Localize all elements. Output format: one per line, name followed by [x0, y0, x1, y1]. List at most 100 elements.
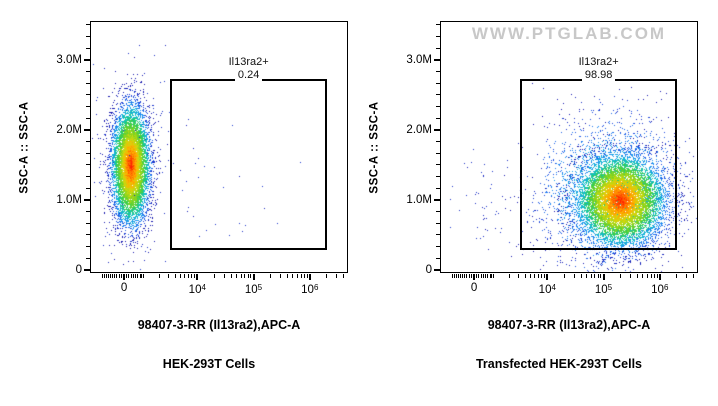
x-tick-minor [191, 274, 193, 278]
x-tick-minor [485, 274, 487, 278]
x-tick-minor [247, 274, 249, 278]
x-tick-minor [194, 274, 196, 278]
x-tick-label: 105 [594, 283, 613, 296]
y-tick-label: 3.0M [406, 53, 432, 66]
x-tick-minor [130, 274, 132, 278]
x-tick-minor [125, 274, 127, 278]
x-tick-minor [580, 274, 582, 278]
x-tick-minor [636, 274, 638, 278]
x-tick-minor [103, 274, 105, 278]
gate-name: Il13ra2+ [575, 55, 622, 69]
y-tick-minor [86, 106, 90, 108]
plot-caption: Transfected HEK-293T Cells [475, 357, 643, 371]
y-tick-minor [436, 257, 440, 259]
x-tick-minor [597, 274, 599, 278]
x-axis-label: 98407-3-RR (Il13ra2),APC-A [487, 318, 651, 332]
density-scatter-canvas [90, 21, 348, 273]
x-tick-minor [184, 274, 186, 278]
gate-rect [519, 78, 678, 251]
x-tick-minor [343, 274, 345, 278]
y-tick-minor [86, 24, 90, 26]
x-tick-minor [468, 274, 470, 278]
gate-label: Il13ra2+ 0.24 [179, 55, 319, 82]
x-tick [546, 274, 549, 280]
x-tick-minor [158, 274, 160, 278]
x-tick-minor [128, 274, 130, 278]
x-tick-minor [118, 274, 120, 278]
x-tick-minor [480, 274, 482, 278]
y-tick-label: 0 [75, 263, 82, 276]
x-tick-minor [466, 274, 468, 278]
x-tick-minor [230, 274, 232, 278]
x-tick-minor [174, 274, 176, 278]
panel-hek293t: SSC-A :: SSC-A Il13ra2+ 0.24 98407-3-RR … [19, 21, 348, 371]
y-tick-label: 2.0M [56, 123, 82, 136]
x-tick-minor [586, 274, 588, 278]
x-tick-minor [223, 274, 225, 278]
x-tick-minor [487, 274, 489, 278]
y-tick-label: 0 [425, 263, 432, 276]
x-tick-minor [455, 274, 457, 278]
x-tick-minor [250, 274, 252, 278]
x-tick-minor [629, 274, 631, 278]
x-tick [252, 274, 255, 280]
y-tick-minor [436, 36, 440, 38]
y-tick-minor [436, 71, 440, 73]
gate-rect [169, 78, 328, 251]
x-tick-label: 105 [244, 283, 263, 296]
x-tick-minor [139, 274, 141, 278]
y-tick-minor [86, 176, 90, 178]
x-tick-minor [269, 274, 271, 278]
x-tick-minor [279, 274, 281, 278]
y-tick [84, 198, 90, 201]
gate-percent: 98.98 [581, 68, 616, 82]
x-tick-minor [642, 274, 644, 278]
x-tick-minor [653, 274, 655, 278]
y-tick-minor [86, 141, 90, 143]
x-tick-label: 104 [188, 283, 206, 296]
y-tick-label: 3.0M [56, 53, 82, 66]
x-tick-label: 106 [301, 283, 319, 296]
x-tick-minor [544, 274, 546, 278]
x-tick-minor [693, 274, 695, 278]
x-tick-minor [116, 274, 118, 278]
y-tick-minor [436, 82, 440, 84]
x-tick [196, 274, 199, 280]
x-tick-minor [213, 274, 215, 278]
x-tick-minor [300, 274, 302, 278]
x-tick-minor [240, 274, 242, 278]
y-tick-label: 2.0M [406, 123, 432, 136]
x-tick-minor [180, 274, 182, 278]
y-tick [84, 128, 90, 131]
y-tick-minor [86, 246, 90, 248]
y-tick-minor [436, 24, 440, 26]
x-tick-minor [464, 274, 466, 278]
x-tick-minor [517, 274, 519, 278]
x-tick-minor [524, 274, 526, 278]
x-tick-minor [590, 274, 592, 278]
x-tick-minor [594, 274, 596, 278]
x-tick [602, 274, 605, 280]
y-tick-minor [86, 82, 90, 84]
y-tick-minor [436, 234, 440, 236]
x-tick-minor [167, 274, 169, 278]
y-tick [84, 268, 90, 271]
x-tick-minor [646, 274, 648, 278]
x-tick-minor [478, 274, 480, 278]
x-tick-minor [326, 274, 328, 278]
y-tick-minor [436, 94, 440, 96]
y-tick-minor [86, 187, 90, 189]
x-tick-minor [286, 274, 288, 278]
x-tick-minor [619, 274, 621, 278]
x-tick-label: 104 [538, 283, 556, 296]
y-tick-minor [86, 222, 90, 224]
x-tick-minor [471, 274, 473, 278]
x-tick-minor [114, 274, 116, 278]
x-tick-minor [141, 274, 143, 278]
x-tick-minor [453, 274, 455, 278]
x-tick-minor [530, 274, 532, 278]
y-tick [434, 128, 440, 131]
y-tick-minor [436, 141, 440, 143]
y-tick-label: 1.0M [406, 193, 432, 206]
